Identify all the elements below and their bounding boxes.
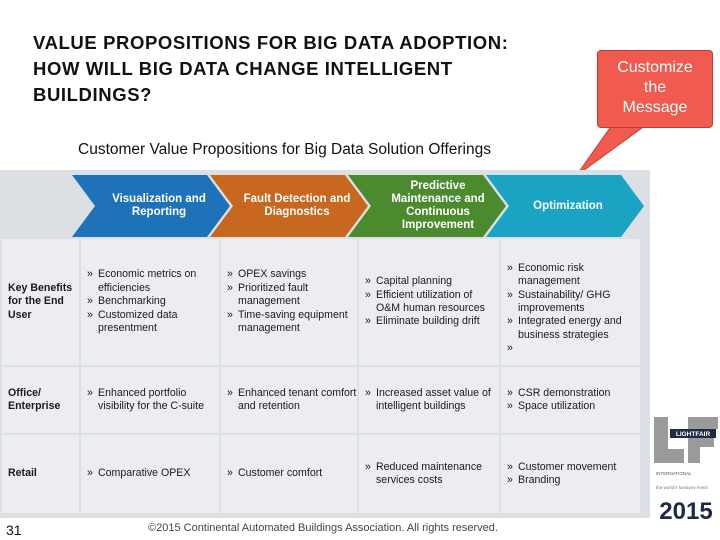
table-row: Retail Comparative OPEX Customer comfort… (2, 435, 640, 513)
table-row: Key Benefits for the End User Economic m… (2, 239, 640, 365)
table-cell: Capital planning Efficient utilization o… (359, 239, 499, 365)
table-cell: Increased asset value of intelligent bui… (359, 367, 499, 433)
bullet-item: Time-saving equipment management (227, 309, 357, 336)
bullet-item: Comparative OPEX (87, 467, 219, 481)
bullet-item: Enhanced tenant comfort and retention (227, 387, 357, 414)
chevron-optimization (486, 175, 644, 237)
chevron-visualization (72, 175, 230, 237)
logo-brand: LIGHTFAIR (676, 431, 711, 438)
bullet-item: Economic metrics on efficiencies (87, 268, 219, 295)
bullet-item: Prioritized fault management (227, 282, 357, 309)
bullet-item: Space utilization (507, 400, 640, 414)
row-header: Key Benefits for the End User (2, 239, 79, 365)
bullet-item: Benchmarking (87, 295, 219, 309)
table-cell: CSR demonstration Space utilization (501, 367, 640, 433)
logo-tagline: the world's luminary event (656, 485, 709, 490)
table-cell: Economic metrics on efficiencies Benchma… (81, 239, 219, 365)
bullet-item: Branding (507, 474, 640, 488)
bullet-item: CSR demonstration (507, 387, 640, 401)
table-cell: Enhanced portfolio visibility for the C-… (81, 367, 219, 433)
copyright-footer: ©2015 Continental Automated Buildings As… (148, 522, 498, 534)
bullet-item: Customer movement (507, 461, 640, 475)
table-cell: Reduced maintenance services costs (359, 435, 499, 513)
callout-line: Customize (617, 59, 693, 76)
logo-sub: INTERNATIONAL (656, 471, 692, 476)
chevron-predictive-maintenance (348, 175, 506, 237)
bullet-item: Reduced maintenance services costs (365, 461, 499, 488)
table-cell: Enhanced tenant comfort and retention (221, 367, 357, 433)
slide-title-line: VALUE PROPOSITIONS FOR BIG DATA ADOPTION… (33, 32, 509, 53)
customize-callout: Customize the Message (597, 50, 713, 128)
table-cell: Comparative OPEX (81, 435, 219, 513)
callout-line: Message (622, 99, 688, 116)
benefits-grid: Key Benefits for the End User Economic m… (0, 237, 642, 515)
process-chevrons (72, 175, 644, 237)
chevron-label: Visualization and Reporting (112, 193, 206, 218)
bullet-item: Efficient utilization of O&M human resou… (365, 289, 499, 316)
slide-title-line: HOW WILL BIG DATA CHANGE INTELLIGENT (33, 58, 453, 79)
table-row: Office/ Enterprise Enhanced portfolio vi… (2, 367, 640, 433)
bullet-item: Customized data presentment (87, 309, 219, 336)
row-header: Retail (2, 435, 79, 513)
lightfair-logo: LIGHTFAIR INTERNATIONAL the world's lumi… (654, 417, 718, 525)
row-header: Office/ Enterprise (2, 367, 79, 433)
slide-title-line: BUILDINGS? (33, 84, 153, 105)
bullet-item: OPEX savings (227, 268, 357, 282)
bullet-item: Economic risk management (507, 262, 640, 289)
table-subtitle: Customer Value Propositions for Big Data… (78, 141, 491, 158)
bullet-item: Increased asset value of intelligent bui… (365, 387, 499, 414)
chevron-label: Fault Detection and Diagnostics (243, 193, 351, 218)
bullet-item: Integrated energy and business strategie… (507, 315, 640, 342)
chevron-fault-detection (210, 175, 368, 237)
page-number: 31 (6, 522, 22, 538)
bullet-item: Capital planning (365, 275, 499, 289)
slide-title: VALUE PROPOSITIONS FOR BIG DATA ADOPTION… (33, 30, 613, 108)
callout-line: the (643, 79, 667, 96)
bullet-item: Eliminate building drift (365, 315, 499, 329)
logo-year: 2015 (659, 498, 712, 525)
table-cell: OPEX savings Prioritized fault managemen… (221, 239, 357, 365)
table-cell: Economic risk management Sustainability/… (501, 239, 640, 365)
table-cell: Customer comfort (221, 435, 357, 513)
chevron-label: Predictive Maintenance and Continuous Im… (391, 180, 485, 231)
bullet-item: Enhanced portfolio visibility for the C-… (87, 387, 219, 414)
table-cell: Customer movement Branding (501, 435, 640, 513)
bullet-item: Sustainability/ GHG improvements (507, 289, 640, 316)
chevron-label: Optimization (533, 199, 603, 212)
bullet-item: Customer comfort (227, 467, 357, 481)
